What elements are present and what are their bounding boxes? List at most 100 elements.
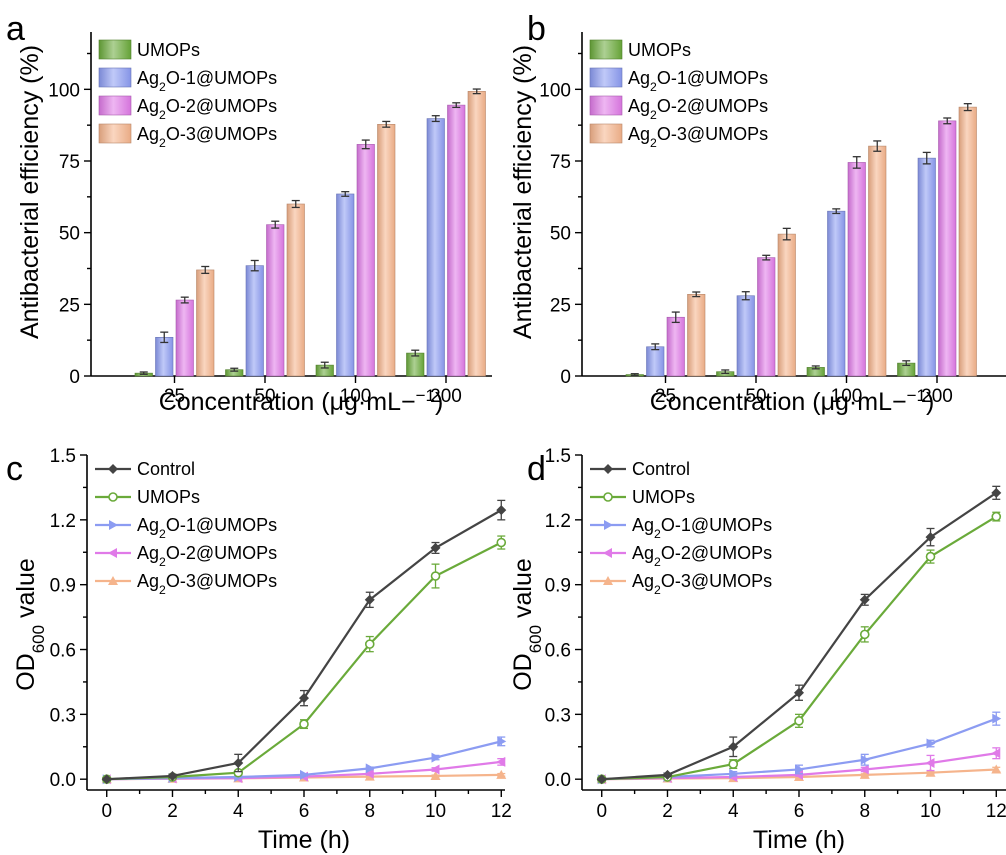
panel-letter: b <box>527 10 546 48</box>
data-point <box>300 769 309 780</box>
legend-label: UMOPs <box>137 40 200 60</box>
data-point <box>430 571 441 581</box>
data-point <box>991 748 1001 759</box>
legend-label: Control <box>632 459 690 479</box>
data-point <box>860 754 870 765</box>
legend-label: Ag2O-3@UMOPs <box>632 571 772 597</box>
x-tick-label: 200 <box>921 386 953 407</box>
bar <box>868 145 887 377</box>
data-point <box>859 594 870 605</box>
legend-label: Ag2O-1@UMOPs <box>137 68 277 94</box>
legend-label: UMOPs <box>628 40 691 60</box>
y-tick-label: 100 <box>48 80 80 101</box>
bar <box>958 106 977 377</box>
bar <box>286 203 305 377</box>
legend-label: Ag2O-2@UMOPs <box>628 96 768 122</box>
bar <box>777 233 796 377</box>
x-tick-label: 4 <box>233 801 244 822</box>
x-axis-title: Concentration (μg·mL−−1) <box>159 386 444 417</box>
data-point <box>364 594 375 605</box>
bar <box>175 299 194 377</box>
y-tick-label: 25 <box>59 295 80 316</box>
legend-label: Ag2O-1@UMOPs <box>632 515 772 541</box>
y-tick-label: 0 <box>560 367 571 388</box>
y-tick-label: 0.6 <box>545 641 571 662</box>
data-point <box>603 576 613 585</box>
bar <box>467 91 486 377</box>
legend-swatch <box>589 123 623 144</box>
bar <box>377 124 396 377</box>
x-tick-label: 200 <box>430 386 462 407</box>
legend-label: Ag2O-1@UMOPs <box>628 68 768 94</box>
x-tick-label: 10 <box>425 801 446 822</box>
data-point <box>991 764 1002 774</box>
data-point <box>497 736 507 747</box>
data-point <box>604 520 613 530</box>
data-point <box>109 520 118 530</box>
data-point <box>430 770 441 780</box>
bar <box>646 346 665 377</box>
y-tick-label: 0.3 <box>50 705 76 726</box>
bar <box>196 269 215 377</box>
panel-letter: d <box>527 450 546 488</box>
data-point <box>431 752 441 763</box>
data-point <box>859 769 870 779</box>
y-tick-label: 0.6 <box>50 641 76 662</box>
data-point <box>430 542 441 553</box>
x-tick-label: 2 <box>662 801 673 822</box>
data-point <box>925 757 935 768</box>
legend-label: UMOPs <box>632 487 695 507</box>
bar <box>687 293 706 377</box>
x-tick-label: 0 <box>101 801 112 822</box>
data-point <box>603 492 613 502</box>
x-tick-label: 10 <box>920 801 941 822</box>
data-point <box>925 551 936 562</box>
x-axis-title: Time (h) <box>753 826 845 854</box>
legend-swatch <box>98 67 132 88</box>
legend-swatch <box>589 95 623 116</box>
y-tick-label: 0.0 <box>50 770 76 791</box>
data-point <box>925 532 936 543</box>
panel-letter: a <box>6 10 25 48</box>
y-tick-label: 75 <box>550 152 571 173</box>
y-tick-label: 75 <box>59 152 80 173</box>
x-tick-label: 25 <box>164 386 185 407</box>
bar <box>426 118 445 377</box>
bar <box>666 316 685 377</box>
bar <box>938 120 957 377</box>
y-tick-label: 50 <box>59 224 80 245</box>
data-point <box>108 576 118 585</box>
data-point <box>603 548 612 558</box>
bar <box>447 104 466 377</box>
data-point <box>167 770 178 781</box>
y-tick-label: 100 <box>539 80 571 101</box>
data-point <box>859 764 869 775</box>
y-axis-title: Antibacterial efficiency (%) <box>16 45 44 339</box>
x-tick-label: 100 <box>831 386 863 407</box>
data-point <box>233 757 244 768</box>
y-axis-title: OD600 value <box>509 558 545 691</box>
data-point <box>108 492 118 502</box>
y-tick-label: 1.2 <box>50 511 76 532</box>
bar <box>336 193 355 377</box>
panel-letter: c <box>6 450 23 488</box>
data-point <box>794 716 804 726</box>
data-point <box>794 769 803 780</box>
x-tick-label: 0 <box>596 801 607 822</box>
bar <box>736 295 755 377</box>
legend-label: Ag2O-2@UMOPs <box>632 543 772 569</box>
data-point <box>364 768 374 779</box>
y-tick-label: 50 <box>550 224 571 245</box>
legend-label: Control <box>137 459 195 479</box>
data-point <box>991 487 1002 498</box>
x-tick-label: 25 <box>655 386 676 407</box>
x-tick-label: 100 <box>340 386 372 407</box>
x-tick-label: 50 <box>745 386 766 407</box>
bar <box>827 210 846 377</box>
data-point <box>108 548 117 558</box>
data-point <box>925 767 936 777</box>
x-tick-label: 8 <box>364 801 375 822</box>
legend-label: Ag2O-3@UMOPs <box>137 124 277 150</box>
legend-label: Ag2O-2@UMOPs <box>137 543 277 569</box>
